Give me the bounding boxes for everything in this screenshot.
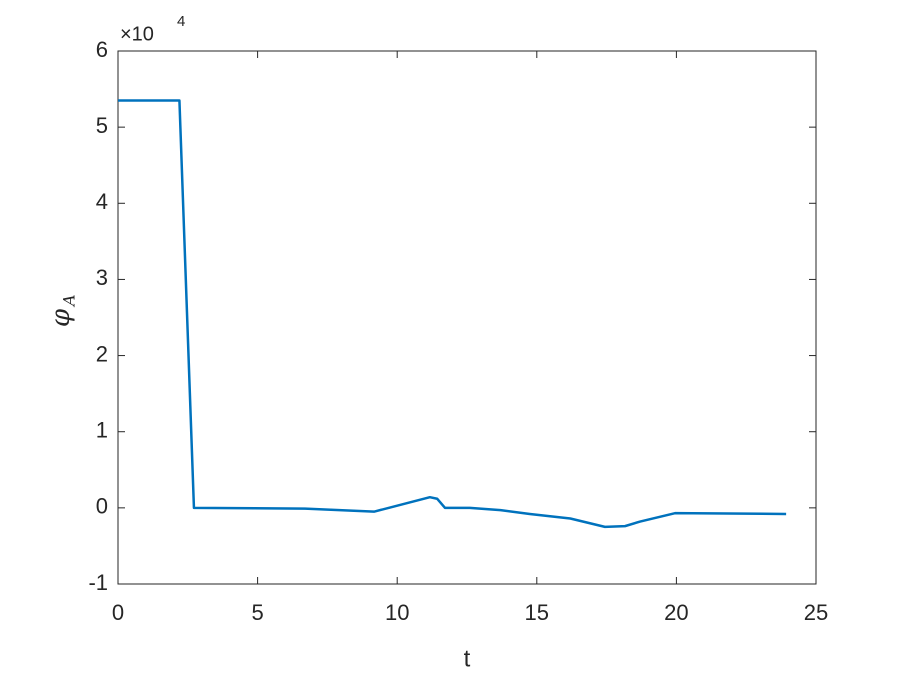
x-tick-label: 10: [385, 600, 409, 625]
x-axis-label: t: [464, 645, 471, 672]
y-label-main: φ: [46, 308, 76, 327]
y-tick-label: 1: [96, 418, 108, 443]
y-tick-label: 6: [96, 37, 108, 62]
x-tick-label: 20: [664, 600, 688, 625]
y-tick-label: 3: [96, 265, 108, 290]
y-tick-label: 2: [96, 341, 108, 366]
x-tick-label: 25: [804, 600, 828, 625]
x-tick-label: 15: [525, 600, 549, 625]
x-tick-label: 5: [251, 600, 263, 625]
y-tick-label: 5: [96, 113, 108, 138]
y-tick-label: 0: [96, 494, 108, 519]
y-label-sub: A: [60, 294, 79, 308]
y-scale-exponent: 4: [177, 13, 185, 30]
plot-area: [117, 50, 817, 585]
y-tick-label: -1: [88, 570, 108, 595]
y-tick-label: 4: [96, 189, 108, 214]
y-axis-label: φ A: [46, 294, 79, 327]
x-tick-label: 0: [112, 600, 124, 625]
y-scale-base: ×10: [120, 23, 154, 45]
data-line: [118, 99, 787, 529]
